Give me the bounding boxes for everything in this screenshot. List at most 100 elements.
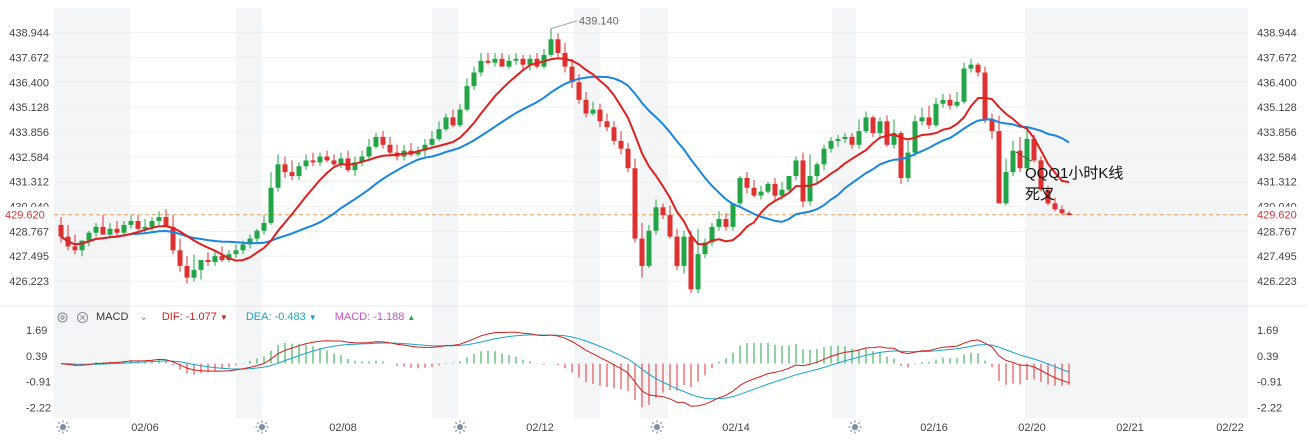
candle xyxy=(331,154,337,167)
candle xyxy=(1045,185,1051,206)
candle xyxy=(86,230,92,247)
candle xyxy=(548,28,554,57)
candle xyxy=(100,215,106,235)
candle xyxy=(695,228,701,294)
candle xyxy=(996,115,1002,204)
price-tick-label: 437.672 xyxy=(1257,52,1297,64)
price-tick-label: 431.312 xyxy=(1257,177,1297,189)
candle xyxy=(842,133,848,143)
sun-icon xyxy=(650,420,664,434)
candle xyxy=(583,92,589,118)
right-price-axis: 438.944 437.672 436.400 435.128 433.856 432.5… xyxy=(1257,28,1297,289)
candle xyxy=(191,254,197,282)
indicator-name: MACD xyxy=(96,311,129,323)
chart-annotation: QQQ1小时K线 死叉 xyxy=(1025,165,1124,203)
candle xyxy=(156,211,162,225)
price-labels: 439.140 429.620 429.620 xyxy=(2,16,1304,222)
candle xyxy=(1066,211,1072,216)
date-tick-label: 02/22 xyxy=(1216,422,1244,434)
candle xyxy=(163,209,169,227)
macd-label: MACD: xyxy=(334,311,371,323)
date-tick-label: 02/06 xyxy=(131,422,159,434)
candle xyxy=(639,222,645,278)
candle xyxy=(961,62,967,104)
macd-tick-label: -0.91 xyxy=(26,377,51,389)
macd-value: -1.188 xyxy=(373,311,405,323)
candle xyxy=(114,220,120,237)
candle xyxy=(1052,197,1058,212)
arrow-up-icon: ▲ xyxy=(407,313,416,322)
high-leader-line xyxy=(550,20,578,30)
sun-icon xyxy=(255,420,269,434)
candle xyxy=(723,213,729,231)
candle xyxy=(611,121,617,145)
candle xyxy=(492,52,498,67)
macd-tick-label: 1.69 xyxy=(1257,325,1278,337)
candle xyxy=(653,199,659,235)
dif-label: DIF: xyxy=(161,311,183,323)
candle xyxy=(282,156,288,178)
price-tick-label: 436.400 xyxy=(9,77,49,89)
moving-averages xyxy=(60,57,1070,262)
candle xyxy=(590,101,596,116)
price-tick-label: 438.944 xyxy=(1257,28,1297,40)
candle xyxy=(975,62,981,77)
price-tick-label: 427.495 xyxy=(1257,251,1297,263)
candle xyxy=(275,154,281,192)
candle xyxy=(121,220,127,235)
candle xyxy=(436,121,442,141)
date-tick-label: 02/20 xyxy=(1018,422,1046,434)
close-icon[interactable] xyxy=(76,311,89,324)
candle xyxy=(814,162,820,184)
price-tick-label: 426.223 xyxy=(9,276,49,288)
price-tick-label: 432.584 xyxy=(1257,152,1297,164)
candle xyxy=(702,238,708,259)
candle xyxy=(506,54,512,69)
candle xyxy=(905,140,911,182)
annotation-leader xyxy=(1015,151,1034,163)
candle xyxy=(1024,127,1030,173)
candle xyxy=(625,142,631,173)
candle xyxy=(716,211,722,231)
candle xyxy=(324,150,330,163)
candle xyxy=(821,144,827,171)
candle xyxy=(1010,140,1016,177)
candle xyxy=(604,113,610,132)
candle xyxy=(170,215,176,255)
settings-icon[interactable] xyxy=(56,311,69,324)
candle xyxy=(58,217,64,243)
candle xyxy=(863,111,869,134)
candle xyxy=(758,185,764,200)
candle xyxy=(849,133,855,149)
candle xyxy=(198,260,204,280)
candle xyxy=(667,205,673,239)
date-tick-label: 02/14 xyxy=(722,422,750,434)
candle xyxy=(464,78,470,112)
candle xyxy=(303,154,309,171)
candle xyxy=(387,136,393,157)
indicator-selector[interactable]: MACD ⌄ xyxy=(96,311,148,323)
left-price-axis: 438.944 437.672 436.400 435.128 433.856 432.5… xyxy=(9,28,49,289)
candle xyxy=(380,131,386,149)
candle xyxy=(709,222,715,247)
candle xyxy=(618,131,624,155)
dea-legend: DEA: -0.483 ▼ xyxy=(246,311,317,323)
candle xyxy=(205,252,211,266)
candle xyxy=(338,152,344,169)
candle xyxy=(254,228,260,243)
candle xyxy=(450,109,456,128)
candle xyxy=(800,152,806,208)
candle xyxy=(520,54,526,71)
candle xyxy=(93,222,99,237)
candle xyxy=(268,172,274,225)
candle xyxy=(674,228,680,270)
candle xyxy=(954,92,960,108)
dea-label: DEA: xyxy=(245,311,272,323)
candle xyxy=(744,172,750,194)
date-tick-label: 02/21 xyxy=(1116,422,1144,434)
candle xyxy=(345,150,351,173)
candle xyxy=(485,52,491,65)
price-tick-label: 433.856 xyxy=(9,127,49,139)
price-tick-label: 436.400 xyxy=(1257,77,1297,89)
candle xyxy=(1003,158,1009,206)
